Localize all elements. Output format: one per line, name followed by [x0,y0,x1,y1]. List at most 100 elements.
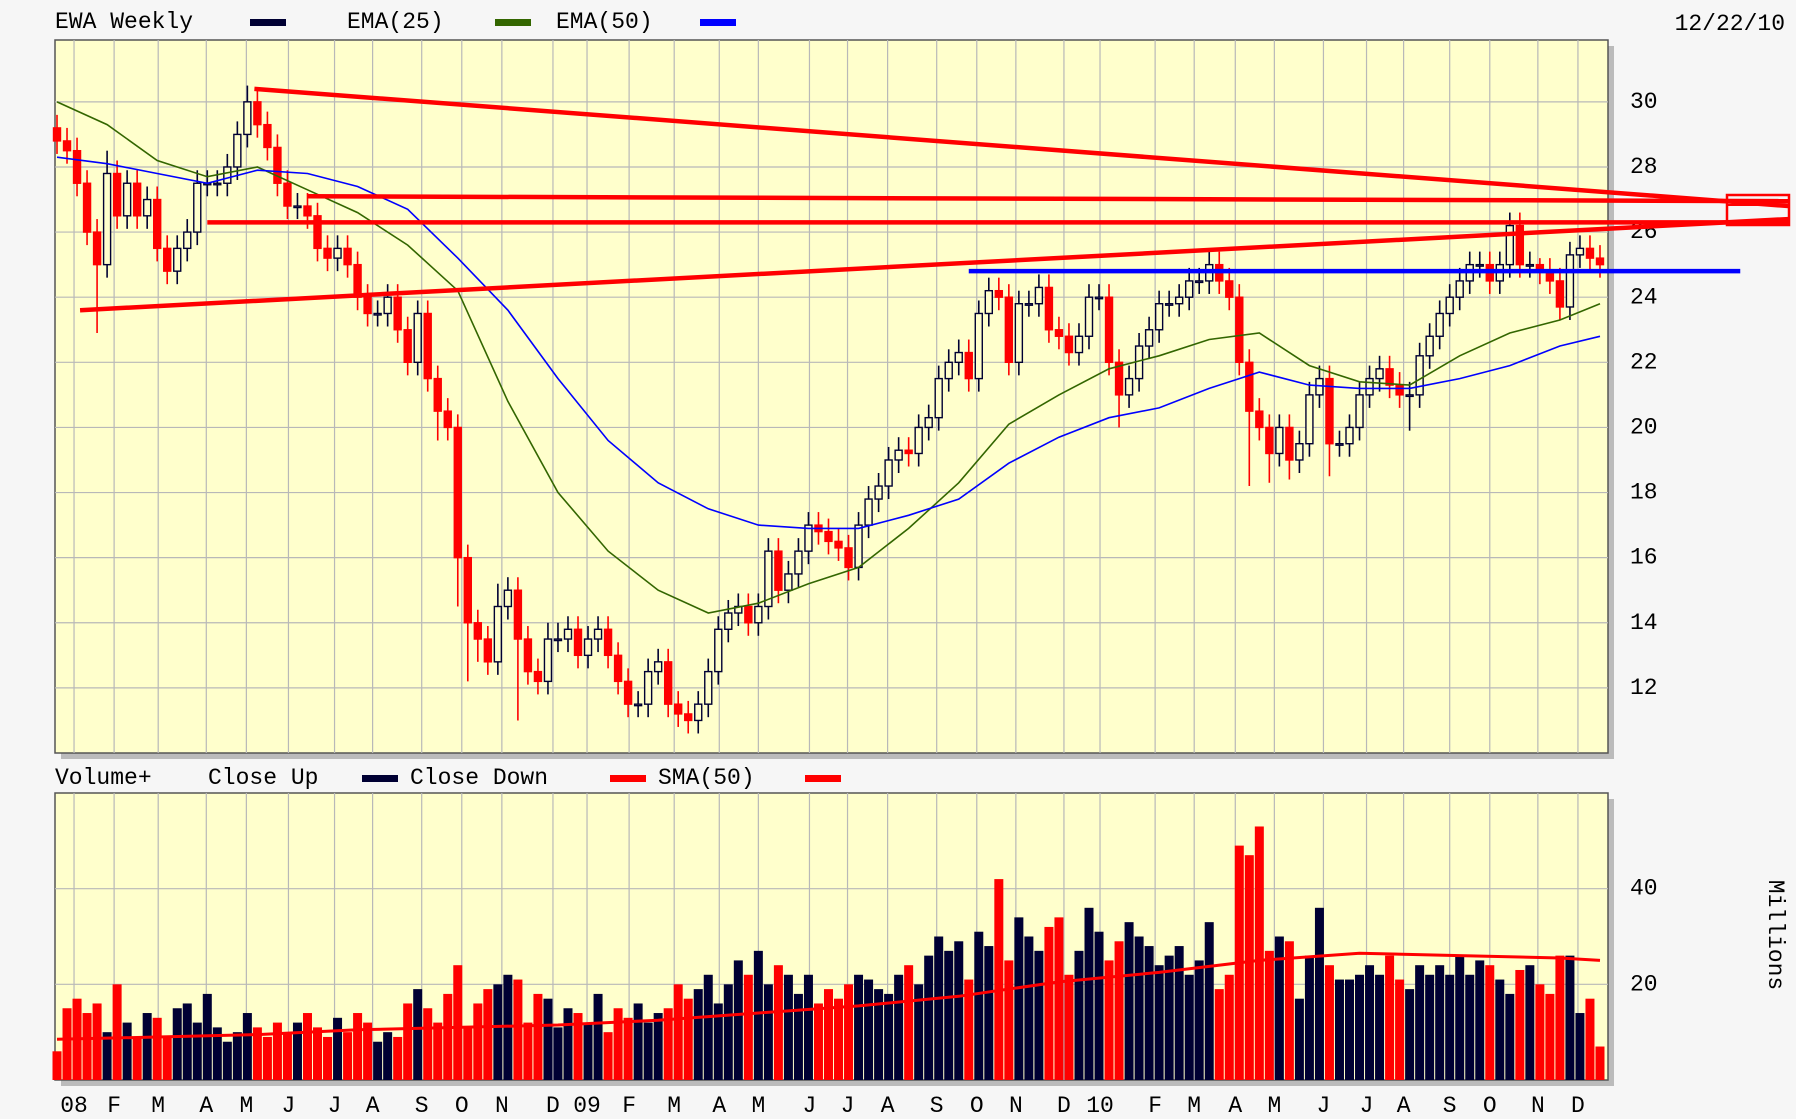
candle-body [92,231,102,266]
volume-bar [914,984,924,1080]
x-tick-label: O [1483,1093,1497,1119]
candle-body [784,573,793,591]
candle-body [944,361,953,380]
volume-bar [212,1027,222,1080]
volume-bar [1304,955,1314,1080]
volume-bar [753,950,763,1080]
candle-body [233,133,242,168]
candle-body [263,123,272,149]
x-tick-label: A [199,1093,213,1119]
candle-body [924,416,933,429]
volume-bar [834,998,844,1080]
volume-bar [1054,917,1064,1080]
candle-body [513,589,523,640]
candle-body [754,605,763,624]
volume-bar [984,946,994,1080]
volume-bar [583,1022,593,1080]
candle-body [1445,296,1454,315]
volume-bar [62,1008,72,1080]
volume-bar [423,1008,433,1080]
x-tick-label: M [667,1093,681,1119]
volume-bar [1435,965,1445,1080]
candle-body [343,247,352,266]
volume-bar [1044,926,1054,1080]
candle-body [1595,257,1605,266]
candle-body [774,550,783,591]
candle-body [744,605,753,624]
volume-bar [543,998,553,1080]
candle-body [1184,280,1194,298]
trend-line [307,194,1789,204]
volume-bar [52,1051,62,1080]
candle-body [493,605,503,663]
candle-body [543,638,553,683]
candle-body [593,628,603,640]
x-tick-label: J [841,1093,855,1119]
volume-bar [603,1032,613,1080]
candle-body [1375,368,1384,380]
volume-bar [1395,979,1405,1080]
candle-body [663,661,673,705]
volume-bar [1134,936,1144,1080]
legend-swatch [362,775,398,782]
candle-body [373,312,382,316]
volume-bar [523,1022,533,1080]
volume-bar [242,1013,252,1080]
candle-body [1395,384,1404,396]
candle-body [804,524,813,552]
candle-body [1104,296,1114,364]
candle-body [1044,286,1054,331]
line [56,156,1601,530]
candle-body [1004,296,1014,364]
volume-bar [1365,965,1375,1080]
volume-bar [864,979,874,1080]
candle-body [52,127,62,142]
volume-bar [102,1032,112,1080]
volume-bar [112,984,122,1080]
candle-body [583,638,593,657]
candle-body [413,312,422,364]
candle-body [1174,296,1184,305]
candle-body [1144,329,1154,347]
volume-bar [823,989,833,1080]
candle-body [393,296,402,331]
volume-bar [663,1008,673,1080]
candle-body [1124,377,1134,396]
price-plot [54,39,1609,754]
legend-swatch [250,19,286,26]
candle-body [1014,303,1024,364]
volume-bar [162,1036,172,1080]
volume-bar [1124,922,1134,1080]
volume-bar [122,1022,132,1080]
volume-bar [653,1013,663,1080]
volume-bar [874,989,884,1080]
candle-body [603,628,613,657]
candle-body [283,182,292,207]
x-tick-label: M [751,1093,765,1119]
candle-body [1235,296,1244,364]
volume-bar [793,993,803,1080]
volume-bar [443,993,453,1080]
volume-bar [1475,960,1485,1080]
volume-bar [463,1027,473,1080]
volume-bar [1425,974,1435,1080]
y-tick-label: 18 [1630,480,1658,506]
volume-bar [473,1003,483,1080]
candle-body [824,530,833,543]
candle-body [383,296,392,315]
volume-bar [1104,960,1114,1080]
candle-body [503,589,513,608]
volume-bar [1495,979,1505,1080]
volume-bar [1585,998,1595,1080]
candle-body [223,166,232,184]
candle-body [623,680,633,705]
volume-bar [1174,946,1184,1080]
volume-bar [813,1003,823,1080]
candle-body [1585,247,1595,259]
candle-body [1024,303,1034,306]
candle-body [1034,286,1044,305]
candle-body [142,198,152,217]
candle-body [183,231,192,250]
x-tick-label: J [803,1093,817,1119]
candle-body [864,498,873,526]
